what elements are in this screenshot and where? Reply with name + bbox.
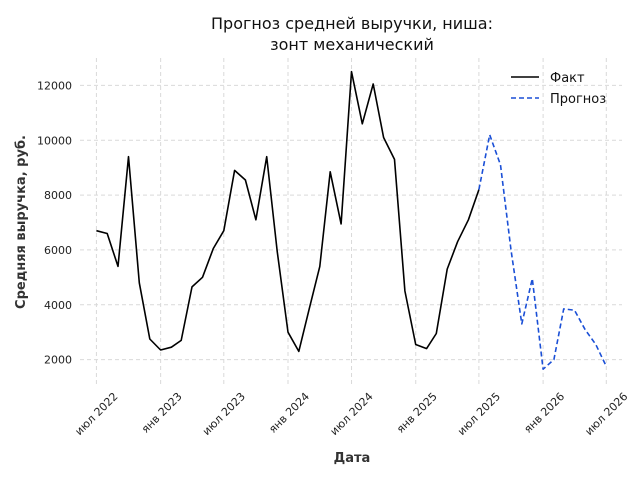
- series-line-fact: [96, 70, 480, 353]
- x-tick-label: янв 2023: [139, 390, 185, 436]
- x-tick-label: июл 2024: [328, 390, 376, 438]
- y-axis-ticks: 2000 4000 6000 8000 10000 12000: [37, 79, 72, 366]
- y-tick-label: 10000: [37, 134, 72, 147]
- x-tick-label: янв 2026: [521, 390, 567, 436]
- grid: [80, 58, 622, 387]
- x-tick-label: янв 2025: [394, 390, 440, 436]
- series-lines: [96, 70, 608, 371]
- x-tick-label: июл 2026: [582, 390, 630, 438]
- y-tick-label: 6000: [44, 244, 72, 257]
- x-tick-label: янв 2024: [266, 390, 312, 436]
- legend: Факт Прогноз: [511, 71, 606, 107]
- chart-title-line-2: зонт механический: [270, 35, 434, 54]
- x-tick-label: июл 2025: [455, 390, 503, 438]
- series-line-forecast: [478, 134, 608, 371]
- x-tick-label: июл 2022: [72, 390, 120, 438]
- legend-fact-label: Факт: [550, 71, 585, 86]
- y-tick-label: 2000: [44, 354, 72, 367]
- y-tick-label: 8000: [44, 189, 72, 202]
- y-tick-label: 12000: [37, 79, 72, 92]
- x-axis-ticks: июл 2022 янв 2023 июл 2023 янв 2024 июл 2024…: [72, 390, 630, 438]
- x-axis-label: Дата: [334, 451, 371, 466]
- y-axis-label: Средняя выручка, руб.: [14, 135, 29, 309]
- y-tick-label: 4000: [44, 299, 72, 312]
- chart-title-line-1: Прогноз средней выручки, ниша:: [211, 14, 493, 33]
- x-tick-label: июл 2023: [200, 390, 248, 438]
- legend-forecast-label: Прогноз: [550, 92, 606, 107]
